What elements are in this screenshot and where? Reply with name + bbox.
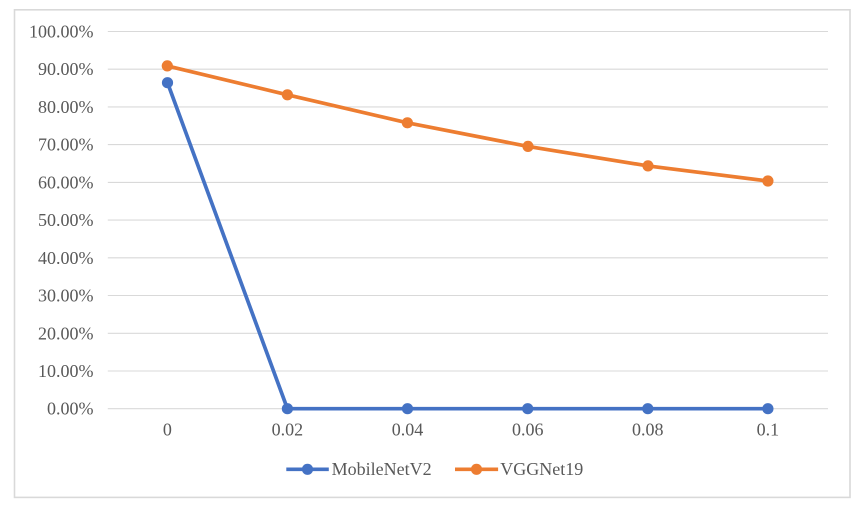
svg-text:30.00%: 30.00% <box>38 286 94 306</box>
svg-text:60.00%: 60.00% <box>38 172 94 192</box>
svg-text:100.00%: 100.00% <box>29 22 94 42</box>
svg-text:0.02: 0.02 <box>272 420 304 440</box>
svg-text:10.00%: 10.00% <box>38 361 94 381</box>
svg-text:20.00%: 20.00% <box>38 323 94 343</box>
svg-text:0.06: 0.06 <box>512 420 544 440</box>
svg-text:50.00%: 50.00% <box>38 210 94 230</box>
svg-text:0: 0 <box>163 420 172 440</box>
svg-text:MobileNetV2: MobileNetV2 <box>332 459 432 479</box>
svg-text:0.1: 0.1 <box>757 420 780 440</box>
svg-text:VGGNet19: VGGNet19 <box>500 459 583 479</box>
svg-text:90.00%: 90.00% <box>38 59 94 79</box>
svg-text:70.00%: 70.00% <box>38 135 94 155</box>
svg-text:40.00%: 40.00% <box>38 248 94 268</box>
svg-text:0.00%: 0.00% <box>47 399 94 419</box>
svg-text:0.04: 0.04 <box>392 420 424 440</box>
svg-text:0.08: 0.08 <box>632 420 664 440</box>
svg-text:80.00%: 80.00% <box>38 97 94 117</box>
